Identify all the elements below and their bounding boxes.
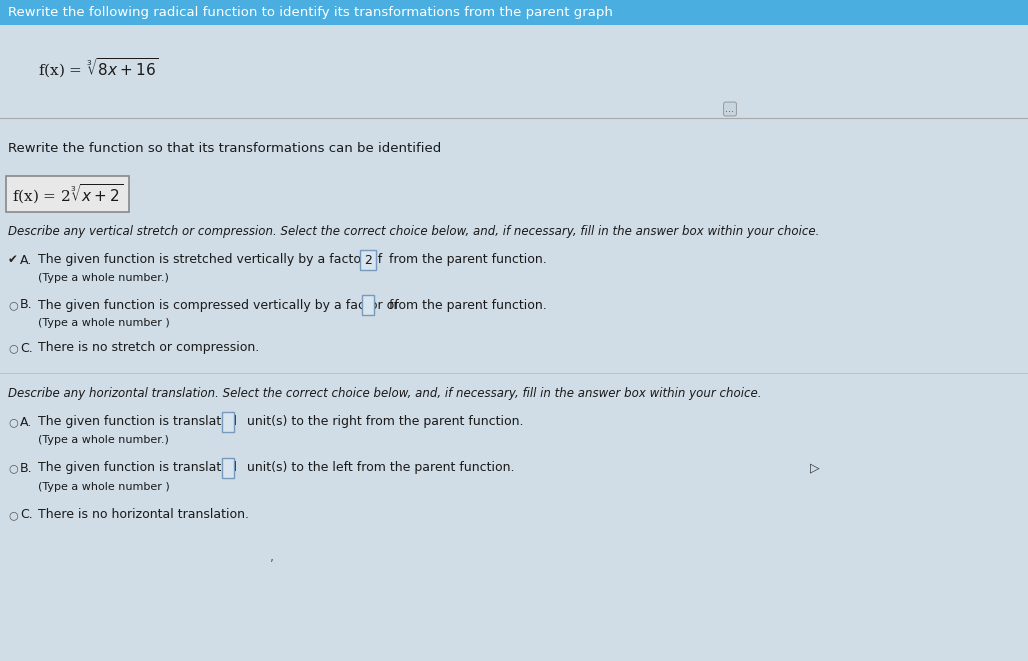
Text: A.: A. bbox=[20, 416, 32, 428]
Text: unit(s) to the right from the parent function.: unit(s) to the right from the parent fun… bbox=[243, 416, 523, 428]
Text: There is no horizontal translation.: There is no horizontal translation. bbox=[38, 508, 249, 522]
Text: ,: , bbox=[270, 551, 274, 564]
Text: 2: 2 bbox=[364, 254, 372, 266]
Text: C.: C. bbox=[20, 508, 33, 522]
Text: Rewrite the function so that its transformations can be identified: Rewrite the function so that its transfo… bbox=[8, 141, 441, 155]
Bar bbox=[0, 0, 1028, 25]
Text: B.: B. bbox=[20, 299, 33, 311]
Text: unit(s) to the left from the parent function.: unit(s) to the left from the parent func… bbox=[243, 461, 514, 475]
Text: (Type a whole number ): (Type a whole number ) bbox=[38, 482, 170, 492]
Text: f(x) = 2$\sqrt[3]{x+2}$: f(x) = 2$\sqrt[3]{x+2}$ bbox=[12, 182, 123, 206]
Text: from the parent function.: from the parent function. bbox=[386, 299, 547, 311]
Text: C.: C. bbox=[20, 342, 33, 354]
Text: ○: ○ bbox=[8, 463, 17, 473]
Text: ○: ○ bbox=[8, 343, 17, 353]
Text: ✔: ✔ bbox=[8, 254, 17, 266]
Text: The given function is translated: The given function is translated bbox=[38, 461, 241, 475]
Text: ○: ○ bbox=[8, 510, 17, 520]
Text: ○: ○ bbox=[8, 417, 17, 427]
Text: The given function is translated: The given function is translated bbox=[38, 416, 241, 428]
Text: (Type a whole number.): (Type a whole number.) bbox=[38, 435, 169, 445]
Text: There is no stretch or compression.: There is no stretch or compression. bbox=[38, 342, 259, 354]
Text: The given function is stretched vertically by a factor of: The given function is stretched vertical… bbox=[38, 254, 387, 266]
Text: Describe any horizontal translation. Select the correct choice below, and, if ne: Describe any horizontal translation. Sel… bbox=[8, 387, 762, 399]
Text: from the parent function.: from the parent function. bbox=[386, 254, 547, 266]
Text: f(x) = $\sqrt[3]{8x+16}$: f(x) = $\sqrt[3]{8x+16}$ bbox=[38, 56, 158, 80]
Text: ○: ○ bbox=[8, 300, 17, 310]
Text: The given function is compressed vertically by a factor of: The given function is compressed vertica… bbox=[38, 299, 403, 311]
Text: Describe any vertical stretch or compression. Select the correct choice below, a: Describe any vertical stretch or compres… bbox=[8, 225, 819, 239]
Text: ...: ... bbox=[726, 104, 734, 114]
Text: ▷: ▷ bbox=[810, 461, 819, 475]
Text: B.: B. bbox=[20, 461, 33, 475]
Text: Rewrite the following radical function to identify its transformations from the : Rewrite the following radical function t… bbox=[8, 6, 613, 19]
Text: A.: A. bbox=[20, 254, 32, 266]
Text: (Type a whole number ): (Type a whole number ) bbox=[38, 318, 170, 328]
Text: (Type a whole number.): (Type a whole number.) bbox=[38, 273, 169, 283]
